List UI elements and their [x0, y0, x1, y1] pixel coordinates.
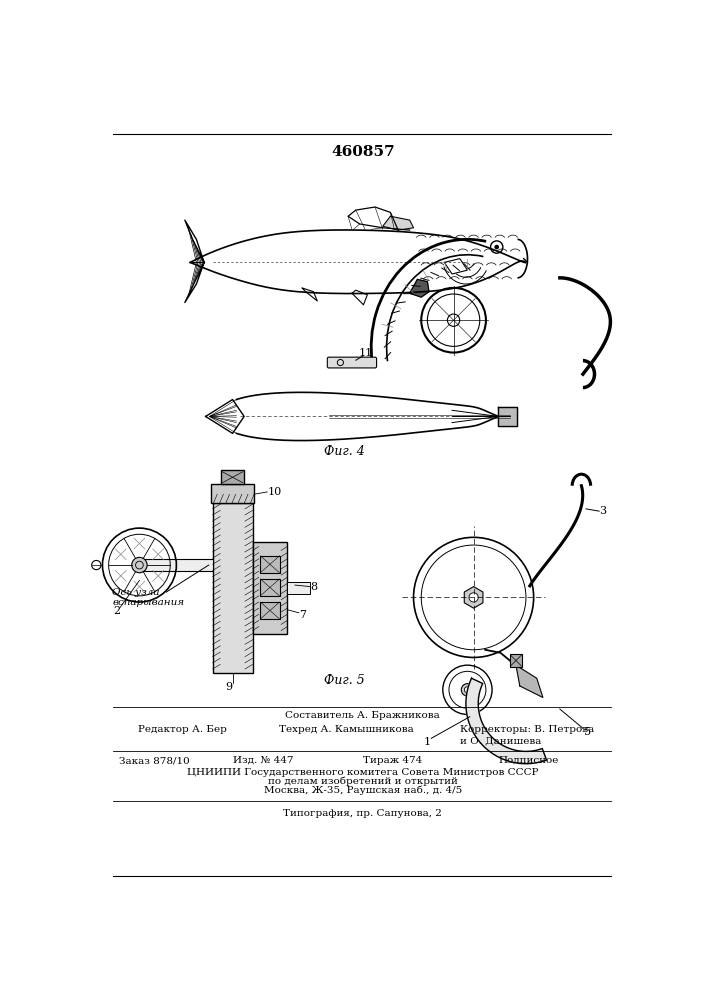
Text: и О. Данишева: и О. Данишева	[460, 736, 541, 745]
Circle shape	[461, 684, 474, 696]
Text: Фиг. 5: Фиг. 5	[324, 674, 365, 687]
Text: Техред А. Камышникова: Техред А. Камышникова	[279, 725, 414, 734]
Bar	[221, 470, 244, 484]
Bar	[139, 559, 213, 571]
Polygon shape	[464, 587, 483, 608]
Bar	[211, 484, 254, 503]
Text: 2: 2	[112, 606, 120, 616]
Bar	[260, 579, 279, 596]
Text: 9: 9	[226, 682, 233, 692]
Bar	[260, 602, 279, 619]
Text: Ось узла: Ось узла	[112, 588, 160, 597]
Bar	[287, 582, 310, 594]
Text: Фиг. 4: Фиг. 4	[324, 445, 365, 458]
Text: Составитель А. Бражникова: Составитель А. Бражникова	[286, 711, 440, 720]
Text: ЦНИИПИ Государственного комитега Совета Министров СССР: ЦНИИПИ Государственного комитега Совета …	[187, 768, 539, 777]
Text: 10: 10	[268, 487, 282, 497]
Text: 1: 1	[423, 737, 431, 747]
Polygon shape	[382, 216, 414, 230]
Text: 460857: 460857	[331, 145, 395, 159]
Bar	[510, 654, 522, 667]
Polygon shape	[206, 400, 244, 433]
Text: Тираж 474: Тираж 474	[363, 756, 423, 765]
Text: вспарывания: вспарывания	[112, 598, 185, 607]
Text: Изд. № 447: Изд. № 447	[233, 756, 293, 765]
Polygon shape	[466, 678, 547, 764]
Text: 3: 3	[600, 506, 607, 516]
Polygon shape	[516, 665, 543, 698]
Text: 11: 11	[358, 348, 373, 358]
Text: Типография, пр. Сапунова, 2: Типография, пр. Сапунова, 2	[284, 808, 442, 818]
Circle shape	[494, 245, 499, 249]
Circle shape	[469, 593, 478, 602]
Bar	[213, 503, 252, 673]
FancyBboxPatch shape	[327, 357, 377, 368]
Bar	[252, 542, 287, 634]
Polygon shape	[409, 279, 429, 297]
Text: Корректоры: В. Петрова: Корректоры: В. Петрова	[460, 725, 594, 734]
Circle shape	[464, 687, 471, 693]
Polygon shape	[498, 407, 518, 426]
Text: 5: 5	[584, 727, 591, 737]
Text: Москва, Ж-35, Раушская наб., д. 4/5: Москва, Ж-35, Раушская наб., д. 4/5	[264, 786, 462, 795]
Polygon shape	[444, 259, 467, 274]
Circle shape	[132, 557, 147, 573]
Text: по делам изобретений и открытий: по делам изобретений и открытий	[268, 777, 457, 786]
Text: Заказ 878/10: Заказ 878/10	[119, 756, 190, 765]
Text: Подписное: Подписное	[498, 756, 559, 765]
Bar	[260, 556, 279, 573]
Text: 8: 8	[310, 582, 317, 592]
Text: 7: 7	[299, 610, 306, 620]
Text: Редактор А. Бер: Редактор А. Бер	[138, 725, 227, 734]
